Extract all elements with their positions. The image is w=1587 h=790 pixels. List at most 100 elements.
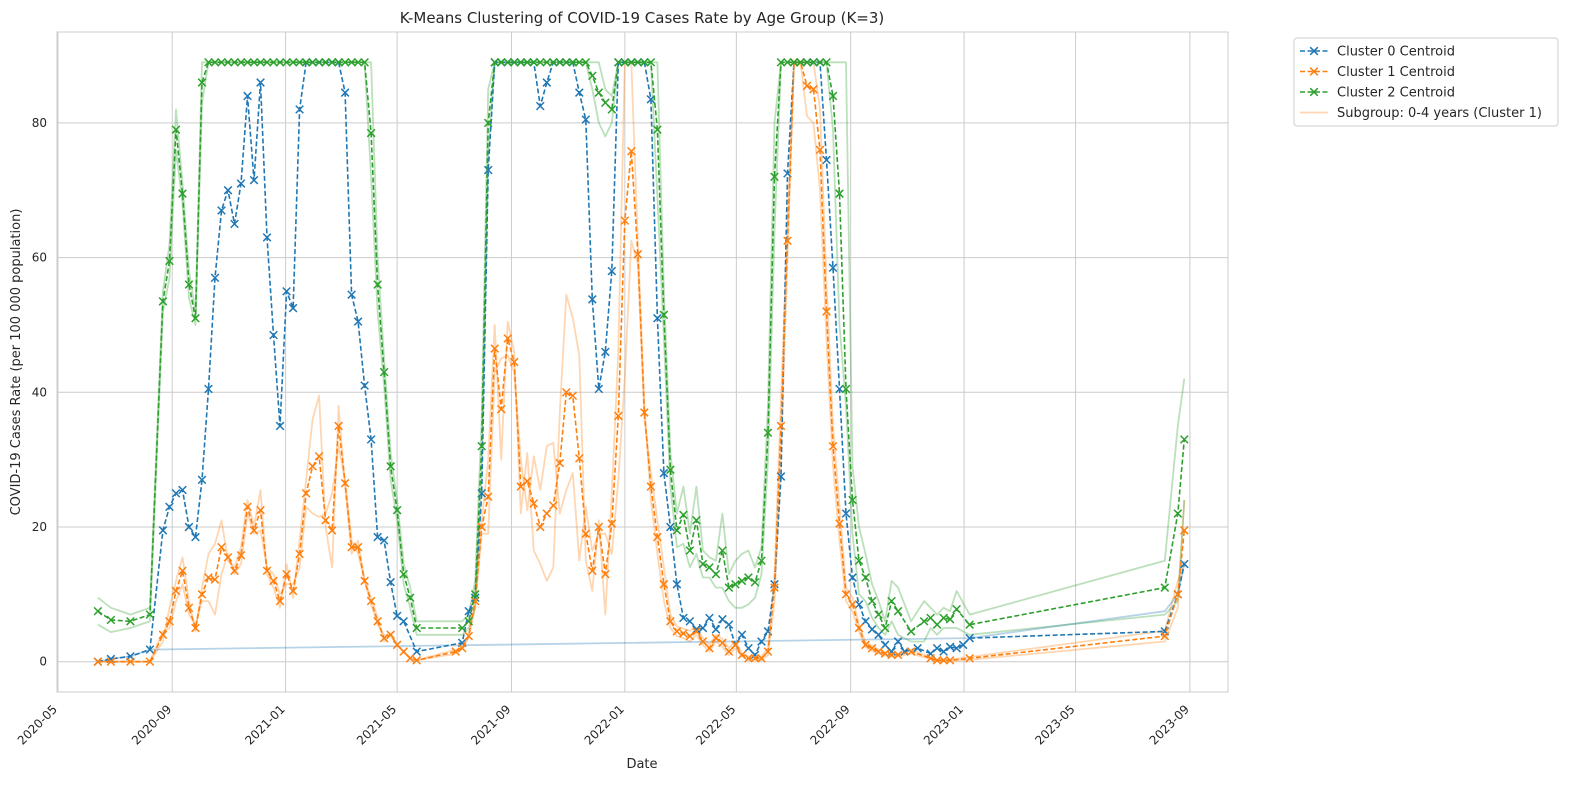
centroid-point (880, 640, 890, 650)
centroid-point (952, 643, 961, 653)
centroid-point (848, 600, 857, 609)
centroid-point (412, 656, 421, 665)
centroid-point (256, 505, 265, 515)
subgroup-line (97, 61, 1186, 663)
centroid-point (282, 286, 291, 296)
legend-label: Cluster 0 Centroid (1337, 45, 1455, 60)
centroid-point (295, 549, 304, 559)
centroid-point (353, 57, 363, 67)
centroid-point (379, 367, 389, 377)
x-axis-label: Date (626, 757, 657, 772)
centroid-point (646, 482, 656, 491)
centroid-point (217, 542, 226, 552)
centroid-point (614, 57, 623, 67)
centroid-point (880, 623, 890, 633)
centroid-point (653, 532, 662, 542)
centroid-point (945, 614, 955, 624)
centroid-point (405, 653, 415, 663)
x-tick-label: 2023-05 (1032, 702, 1077, 747)
centroid-point (223, 185, 233, 195)
centroid-point (685, 546, 695, 555)
centroid-point (614, 411, 623, 421)
centroid-point (600, 569, 610, 579)
series-2 (93, 57, 1189, 636)
centroid-point (412, 647, 421, 656)
centroid-point (744, 643, 753, 653)
centroid-point (750, 650, 760, 660)
centroid-point (594, 522, 604, 532)
centroid-point (932, 620, 942, 629)
centroid-point (483, 118, 493, 128)
centroid-point (620, 57, 630, 67)
centroid-point (184, 603, 194, 613)
centroid-point (607, 266, 617, 276)
centroid-point (867, 625, 877, 634)
centroid-point (217, 206, 226, 215)
centroid-point (835, 384, 844, 394)
centroid-point (594, 88, 604, 97)
centroid-point (184, 280, 194, 289)
centroid-point (763, 428, 773, 438)
centroid-point (679, 629, 688, 638)
centroid-point (874, 610, 883, 619)
centroid-point (503, 57, 513, 67)
centroid-point (535, 101, 545, 111)
centroid-point (828, 441, 838, 451)
centroid-point (477, 522, 487, 532)
centroid-point (457, 643, 467, 653)
centroid-point (405, 593, 415, 603)
centroid-point (334, 421, 343, 431)
centroid-point (347, 290, 356, 299)
centroid-point (249, 526, 259, 535)
centroid-point (373, 616, 382, 626)
centroid-point (757, 556, 766, 566)
centroid-point (574, 88, 584, 97)
centroid-point (698, 623, 708, 633)
centroid-point (666, 522, 675, 532)
centroid-point (490, 57, 500, 67)
centroid-point (945, 642, 955, 652)
centroid-point (282, 57, 291, 67)
centroid-point (841, 509, 851, 518)
centroid-point (841, 384, 851, 394)
centroid-point (321, 515, 330, 525)
centroid-point (353, 542, 363, 552)
centroid-point (373, 280, 382, 289)
x-tick-label: 2023-01 (921, 702, 966, 747)
centroid-point (841, 590, 851, 599)
centroid-point (835, 189, 844, 198)
centroid-point (171, 586, 181, 596)
centroid-point (269, 57, 278, 67)
x-tick-label: 2021-01 (242, 702, 287, 747)
centroid-point (640, 57, 649, 67)
centroid-point (815, 145, 825, 155)
centroid-point (692, 627, 701, 636)
centroid-point (301, 488, 311, 498)
centroid-point (802, 57, 812, 67)
centroid-point (679, 510, 688, 520)
centroid-point (522, 57, 532, 67)
centroid-point (945, 656, 955, 665)
centroid-point (158, 630, 168, 640)
centroid-point (939, 656, 948, 665)
centroid-point (822, 155, 831, 165)
centroid-point (353, 317, 363, 326)
centroid-point (867, 643, 877, 653)
centroid-point (275, 421, 285, 431)
centroid-point (210, 273, 220, 283)
centroid-point (542, 78, 552, 87)
y-tick-label: 20 (32, 520, 47, 534)
centroid-point (165, 616, 174, 626)
centroid-point (828, 91, 838, 101)
centroid-point (698, 559, 708, 569)
centroid-point (347, 542, 356, 552)
centroid-point (568, 57, 578, 67)
centroid-point (243, 91, 252, 101)
centroid-point (711, 625, 721, 634)
centroid-point (874, 647, 883, 656)
centroid-point (1160, 631, 1170, 641)
centroid-point (295, 57, 304, 67)
centroid-point (171, 125, 181, 134)
centroid-point (776, 57, 786, 67)
centroid-point (763, 647, 773, 656)
